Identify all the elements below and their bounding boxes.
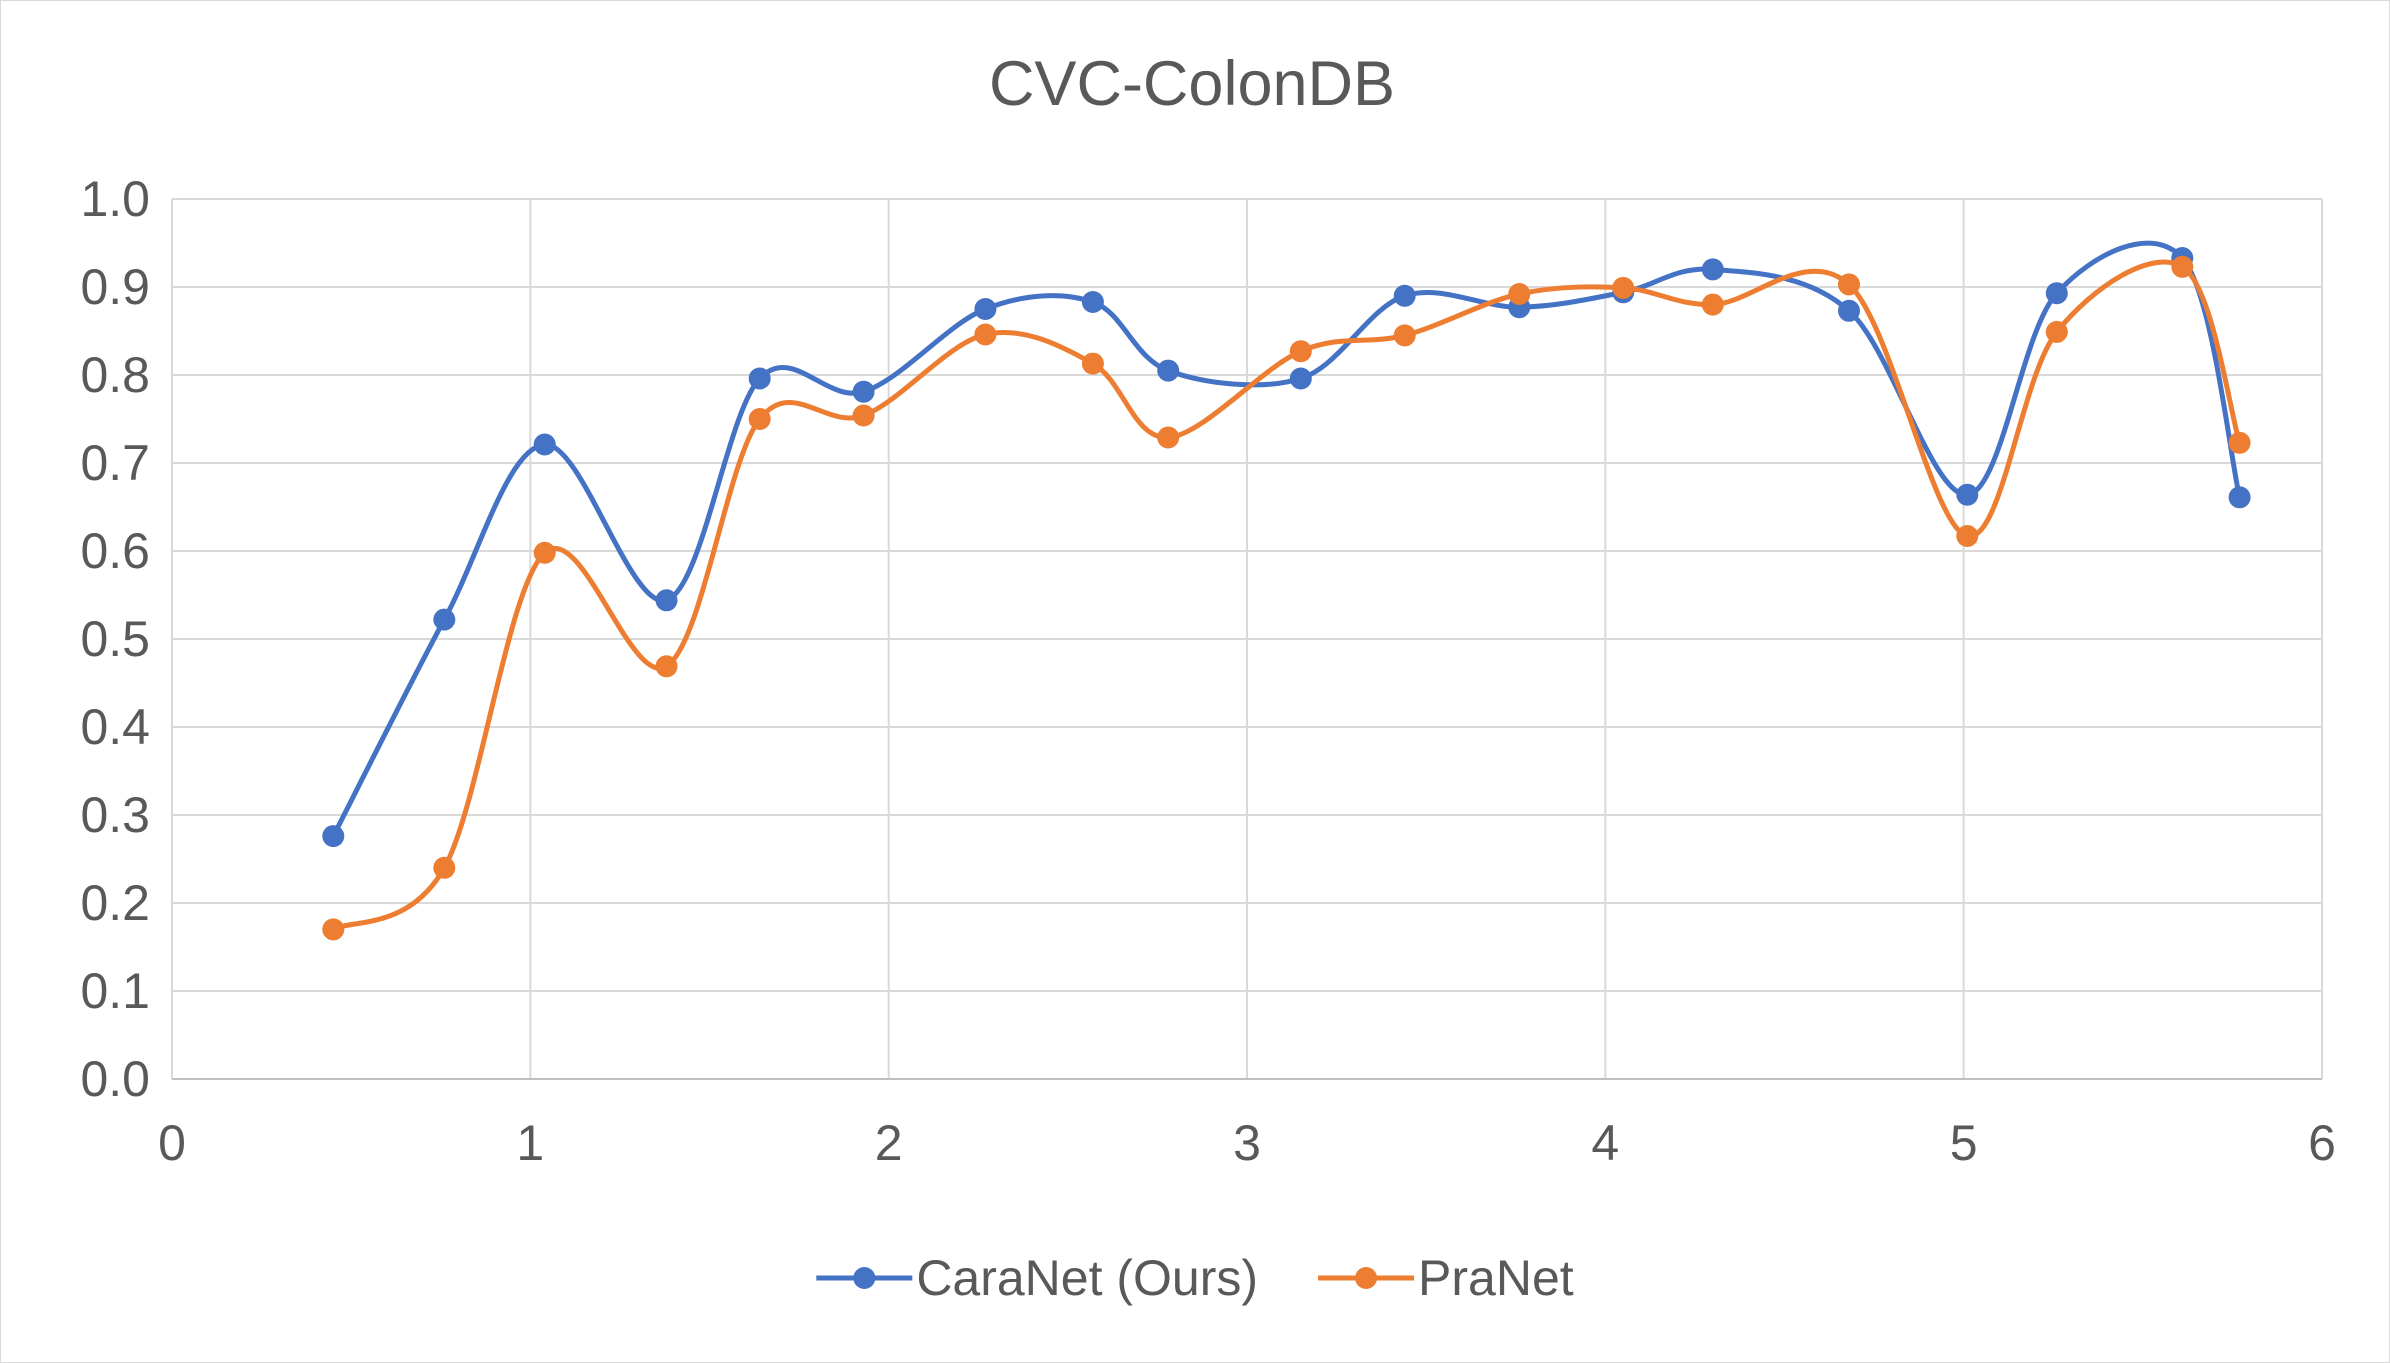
data-point <box>1956 483 1979 506</box>
data-point <box>852 380 875 403</box>
data-point <box>1393 324 1416 347</box>
data-point <box>533 433 556 456</box>
data-point <box>852 404 875 427</box>
series-layer <box>322 240 2251 941</box>
data-point <box>974 298 997 320</box>
data-point <box>655 655 678 678</box>
x-tick-label: 1 <box>516 1115 544 1171</box>
data-point <box>322 825 345 848</box>
data-point <box>2171 255 2194 278</box>
chart-title: CVC-ColonDB <box>989 49 1395 119</box>
data-point <box>1508 283 1531 305</box>
data-point <box>748 408 771 430</box>
data-point <box>1701 293 1724 316</box>
data-point <box>322 918 345 941</box>
legend-marker <box>1355 1267 1378 1289</box>
legend-label: PraNet <box>1418 1250 1574 1306</box>
data-point <box>655 589 678 612</box>
data-point <box>433 608 456 631</box>
data-point <box>974 323 997 346</box>
series-line <box>330 259 2243 932</box>
data-point <box>1157 359 1180 382</box>
y-tick-label: 0.6 <box>80 523 150 579</box>
data-point <box>2228 486 2251 509</box>
data-point <box>1289 367 1312 390</box>
x-tick-label: 5 <box>1950 1115 1978 1171</box>
y-tick-label: 0.2 <box>80 875 150 931</box>
data-point <box>748 367 771 390</box>
y-tick-label: 0.5 <box>80 611 150 667</box>
series-0 <box>322 240 2251 848</box>
data-point <box>2228 431 2251 454</box>
y-tick-label: 0.1 <box>80 963 150 1019</box>
data-point <box>1289 340 1312 363</box>
data-point <box>2045 320 2068 343</box>
y-tick-label: 0.0 <box>80 1051 150 1107</box>
data-point <box>533 541 556 564</box>
grid-lines <box>171 198 2323 1079</box>
data-point <box>1157 426 1180 449</box>
legend-item-1: PraNet <box>1318 1250 1574 1306</box>
series-1 <box>322 255 2251 941</box>
data-point <box>1956 525 1979 547</box>
x-tick-label: 6 <box>2308 1115 2336 1171</box>
legend-item-0: CaraNet (Ours) <box>816 1250 1258 1306</box>
y-tick-label: 0.9 <box>80 259 150 315</box>
y-tick-label: 0.3 <box>80 787 150 843</box>
x-tick-label: 0 <box>158 1115 186 1171</box>
x-tick-label: 3 <box>1233 1115 1261 1171</box>
legend-marker <box>853 1267 876 1289</box>
y-tick-label: 1.0 <box>80 171 150 227</box>
series-line <box>330 240 2243 839</box>
y-tick-label: 0.4 <box>80 699 150 755</box>
y-tick-label: 0.8 <box>80 347 150 403</box>
data-point <box>1612 276 1635 299</box>
x-tick-label: 4 <box>1591 1115 1619 1171</box>
data-point <box>1838 273 1860 296</box>
x-tick-label: 2 <box>875 1115 903 1171</box>
data-point <box>2045 282 2068 305</box>
data-point <box>1081 352 1104 375</box>
y-tick-label: 0.7 <box>80 435 150 491</box>
axes: 0.0 0.1 0.2 0.3 0.4 0.5 0.6 0.7 0.8 0.9 1.0 0 1 2 3 4 5 6 <box>80 171 2335 1171</box>
legend: CaraNet (Ours) PraNet <box>816 1250 1574 1306</box>
data-point <box>1081 291 1104 313</box>
legend-label: CaraNet (Ours) <box>916 1250 1258 1306</box>
data-point <box>1393 284 1416 307</box>
data-point <box>433 856 456 879</box>
data-point <box>1838 299 1860 322</box>
data-point <box>1701 258 1724 281</box>
